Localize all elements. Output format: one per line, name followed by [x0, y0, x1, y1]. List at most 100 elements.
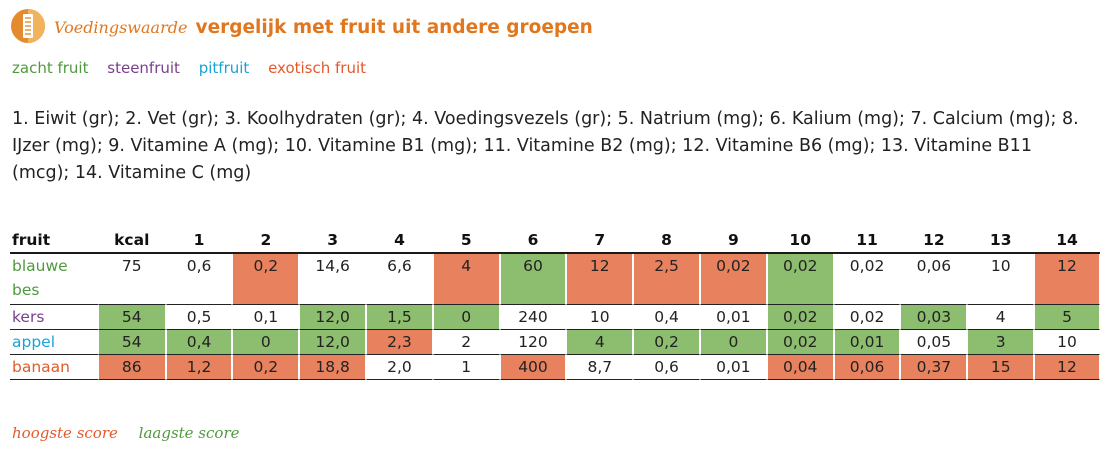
value-text: 0,01	[716, 308, 751, 326]
value-cell: 4	[432, 254, 500, 305]
value-cell: 0,37	[900, 355, 968, 380]
value-cell: 0,06	[900, 254, 968, 305]
value-cell: 120	[499, 330, 567, 355]
fruit-name-cell: appel	[10, 330, 98, 355]
value-cell: 400	[499, 355, 567, 380]
value-text: 75	[121, 257, 142, 275]
value-text: 0,02	[782, 333, 818, 351]
value-text: 0,02	[782, 257, 818, 275]
column-header-10: 10	[766, 228, 834, 254]
value-text: 0,06	[916, 257, 952, 275]
group-zacht-fruit: zacht fruit	[12, 59, 89, 77]
value-text: 4	[461, 257, 472, 275]
value-text: 4	[594, 333, 605, 351]
value-text: 54	[121, 308, 142, 326]
value-text: 0,02	[849, 257, 885, 275]
table-row: banaan 86 1,2 0,2 18,8 2,0 1 400 8,7 0,6 0,01 0,04 0…	[10, 355, 1100, 380]
value-text: 12,0	[315, 333, 350, 351]
value-cell: 75	[97, 254, 166, 305]
value-text: 86	[121, 358, 142, 376]
column-header-14: 14	[1034, 228, 1100, 254]
value-text: 0,37	[916, 358, 952, 376]
value-text: 12	[1057, 257, 1077, 275]
value-cell: 2	[432, 330, 500, 355]
value-cell: 0,2	[232, 355, 300, 380]
value-cell: 0	[232, 330, 300, 355]
column-header-fruit: fruit	[10, 228, 98, 254]
value-cell: 0,03	[900, 305, 968, 330]
score-legend: hoogste score laagste score	[12, 424, 256, 442]
column-header-7: 7	[566, 228, 634, 254]
value-cell: 1,2	[165, 355, 233, 380]
value-cell: 54	[97, 305, 166, 330]
value-text: 10	[990, 257, 1011, 275]
value-cell: 10	[566, 305, 634, 330]
value-text: 8,7	[587, 358, 613, 376]
value-cell: 15	[967, 355, 1035, 380]
value-text: 60	[523, 257, 543, 275]
value-text: 0,5	[186, 308, 212, 326]
value-text: 1,5	[387, 308, 412, 326]
header: Voedingswaarde vergelijk met fruit uit a…	[10, 6, 593, 46]
value-cell: 0	[699, 330, 767, 355]
value-cell: 12	[566, 254, 634, 305]
column-header-12: 12	[900, 228, 968, 254]
table-row: blauwe bes 75 0,6 0,2 14,6 6,6 4 60 12 2,5 0,02 0,0…	[10, 254, 1100, 305]
column-header-8: 8	[633, 228, 700, 254]
value-cell: 86	[97, 355, 166, 380]
fruit-logo-icon	[11, 9, 45, 43]
value-text: 0,1	[253, 308, 279, 326]
value-text: 1	[461, 358, 472, 376]
value-cell: 0,6	[633, 355, 700, 380]
value-cell: 0,02	[833, 254, 901, 305]
value-cell: 10	[1034, 330, 1100, 355]
value-cell: 1,5	[366, 305, 433, 330]
value-text: 0,4	[654, 308, 679, 326]
value-text: 3	[995, 333, 1006, 351]
value-cell: 14,6	[299, 254, 367, 305]
value-cell: 0,06	[833, 355, 901, 380]
value-cell: 0,02	[766, 254, 834, 305]
value-cell: 0,2	[633, 330, 700, 355]
value-cell: 60	[499, 254, 567, 305]
value-cell: 4	[566, 330, 634, 355]
value-text: 0,6	[654, 358, 679, 376]
value-text: 0,02	[716, 257, 751, 275]
value-text: 0,02	[782, 308, 818, 326]
column-header-9: 9	[699, 228, 767, 254]
column-header-11: 11	[833, 228, 901, 254]
fruit-name-cell: banaan	[10, 355, 98, 380]
value-text: 0,6	[186, 257, 212, 275]
nutrient-legend: 1. Eiwit (gr); 2. Vet (gr); 3. Koolhydra…	[12, 109, 1079, 183]
value-text: 0,2	[253, 257, 279, 275]
value-text: 54	[121, 333, 142, 351]
value-text: 1,2	[186, 358, 212, 376]
column-header-4: 4	[366, 228, 433, 254]
value-cell: 0,4	[633, 305, 700, 330]
table-row: appel 54 0,4 0 12,0 2,3 2 120 4 0,2 0 0,02 0,01 0,05 3…	[10, 330, 1100, 355]
value-cell: 0,05	[900, 330, 968, 355]
value-cell: 54	[97, 330, 166, 355]
nutrition-table: fruit kcal 1 2 3 4 5 6 7 8 9 10 11 12 13 14 blauwe bes 7…	[10, 228, 1100, 380]
value-text: 14,6	[315, 257, 350, 275]
title-italic: Voedingswaarde	[54, 17, 188, 37]
column-header-2: 2	[232, 228, 300, 254]
value-cell: 0,02	[833, 305, 901, 330]
column-header-5: 5	[432, 228, 500, 254]
value-cell: 1	[432, 355, 500, 380]
value-text: 12	[589, 257, 610, 275]
value-cell: 6,6	[366, 254, 433, 305]
value-cell: 0,01	[699, 355, 767, 380]
value-text: 10	[1057, 333, 1077, 351]
value-text: 2,3	[387, 333, 412, 351]
value-text: 0	[260, 333, 271, 351]
value-cell: 0,5	[165, 305, 233, 330]
value-cell: 3	[967, 330, 1035, 355]
value-cell: 0,02	[766, 305, 834, 330]
title-bold: vergelijk met fruit uit andere groepen	[195, 16, 593, 38]
value-cell: 0,1	[232, 305, 300, 330]
group-steenfruit: steenfruit	[107, 59, 180, 77]
value-cell: 12,0	[299, 330, 367, 355]
value-cell: 2,0	[366, 355, 433, 380]
value-text: 4	[995, 308, 1006, 326]
